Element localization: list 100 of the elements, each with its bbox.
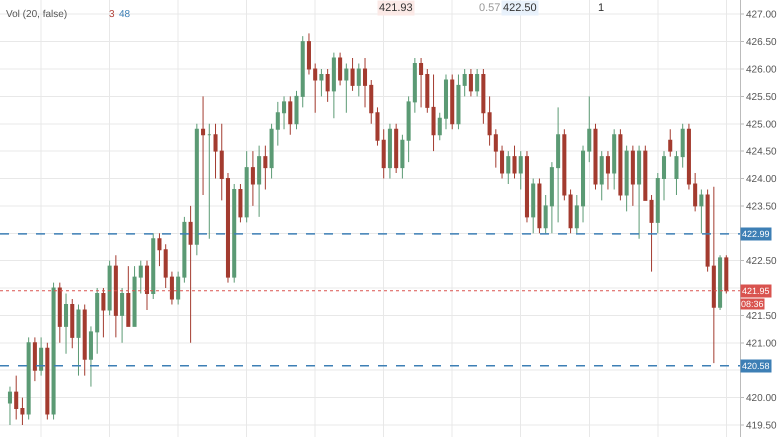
y-tick-label: 426.50	[746, 37, 777, 48]
candlestick	[686, 123, 691, 190]
candlestick	[388, 123, 392, 180]
candlestick	[207, 123, 212, 240]
ref-line-label: 422.99	[742, 229, 770, 239]
candlestick	[488, 96, 492, 146]
candlestick	[356, 63, 361, 97]
candlestick	[194, 123, 199, 256]
candlestick	[425, 68, 430, 114]
candlestick	[518, 150, 523, 190]
candlestick	[481, 68, 486, 124]
candlestick	[369, 79, 374, 124]
candlestick	[26, 336, 31, 420]
candlestick	[114, 254, 118, 338]
candlestick	[319, 68, 324, 97]
candlestick	[244, 150, 249, 223]
candlestick	[176, 271, 180, 305]
candlestick	[82, 304, 87, 376]
candlestick	[58, 282, 62, 344]
candlestick	[699, 188, 704, 234]
candlestick	[382, 128, 386, 180]
candlestick	[95, 288, 100, 354]
candlestick	[462, 68, 467, 97]
candlestick	[412, 58, 417, 114]
candlestick	[680, 123, 685, 168]
candlestick	[144, 260, 150, 310]
annotation: 1	[598, 2, 604, 14]
candlestick	[668, 128, 672, 158]
annotation: 421.93	[379, 2, 413, 14]
candlestick	[138, 260, 143, 294]
candlestick	[468, 68, 473, 97]
candlestick	[574, 194, 579, 234]
candlestick	[506, 150, 510, 184]
candlestick	[643, 145, 648, 201]
y-tick-label: 424.00	[746, 174, 777, 186]
y-tick-label: 420.00	[746, 393, 777, 404]
candlestick	[432, 74, 436, 152]
candlestick	[282, 96, 286, 130]
y-tick-label: 427.00	[746, 10, 777, 21]
candlestick	[724, 254, 728, 294]
candlestick	[188, 205, 193, 344]
candlestick	[637, 145, 642, 240]
candlestick	[157, 232, 162, 267]
candlestick	[164, 244, 168, 289]
candlestick	[70, 298, 74, 349]
candlestick	[400, 134, 404, 180]
y-tick-label: 425.00	[746, 119, 777, 130]
candlestick	[120, 288, 124, 344]
candlestick	[600, 150, 604, 201]
candlestick	[344, 63, 348, 114]
candlestick	[537, 178, 542, 234]
candlestick	[650, 194, 654, 272]
candlestick	[238, 184, 242, 223]
candlestick	[201, 96, 206, 196]
candlestick	[512, 145, 517, 180]
y-tick-label: 426.00	[746, 64, 777, 76]
candlestick	[587, 96, 592, 163]
candlestick	[718, 254, 722, 310]
ref-line-label: 421.95	[742, 286, 770, 296]
candlestick	[20, 397, 24, 426]
y-tick-label: 421.00	[746, 338, 777, 350]
y-tick-label: 422.50	[746, 256, 777, 268]
candlestick	[350, 58, 355, 92]
candlestick	[419, 58, 424, 108]
candlestick	[475, 68, 480, 97]
annotation: 3	[109, 9, 115, 20]
candlestick	[151, 232, 156, 300]
candlestick	[32, 336, 37, 382]
candlestick	[132, 266, 137, 327]
candlestick	[64, 293, 68, 354]
ref-line-label: 420.58	[742, 361, 770, 371]
candlestick	[300, 36, 305, 108]
candlestick	[618, 128, 622, 201]
candlestick	[270, 123, 274, 180]
candlestick	[101, 288, 106, 338]
candlestick	[444, 74, 448, 130]
candlestick	[14, 375, 18, 420]
candlestick	[500, 145, 504, 180]
candlestick	[182, 216, 186, 284]
candlestick	[338, 52, 342, 86]
candlestick	[612, 128, 616, 190]
candlestick	[8, 386, 12, 426]
candlestick	[606, 150, 610, 190]
candlestick	[593, 123, 598, 190]
y-tick-label: 423.50	[746, 201, 777, 212]
candlestick	[362, 58, 368, 108]
candlestick	[226, 172, 230, 284]
candlestick	[581, 145, 586, 223]
candlestick	[250, 150, 255, 206]
candlestick	[524, 150, 529, 223]
candlestick	[556, 106, 560, 223]
candlestick	[288, 96, 292, 136]
candlestick	[170, 271, 174, 305]
candlestick	[624, 145, 629, 212]
candlestick	[220, 123, 224, 201]
annotation: 48	[119, 9, 131, 20]
candlestick	[630, 145, 635, 206]
candlestick	[562, 128, 566, 201]
candlestick	[294, 90, 299, 130]
candlestick	[306, 32, 311, 75]
